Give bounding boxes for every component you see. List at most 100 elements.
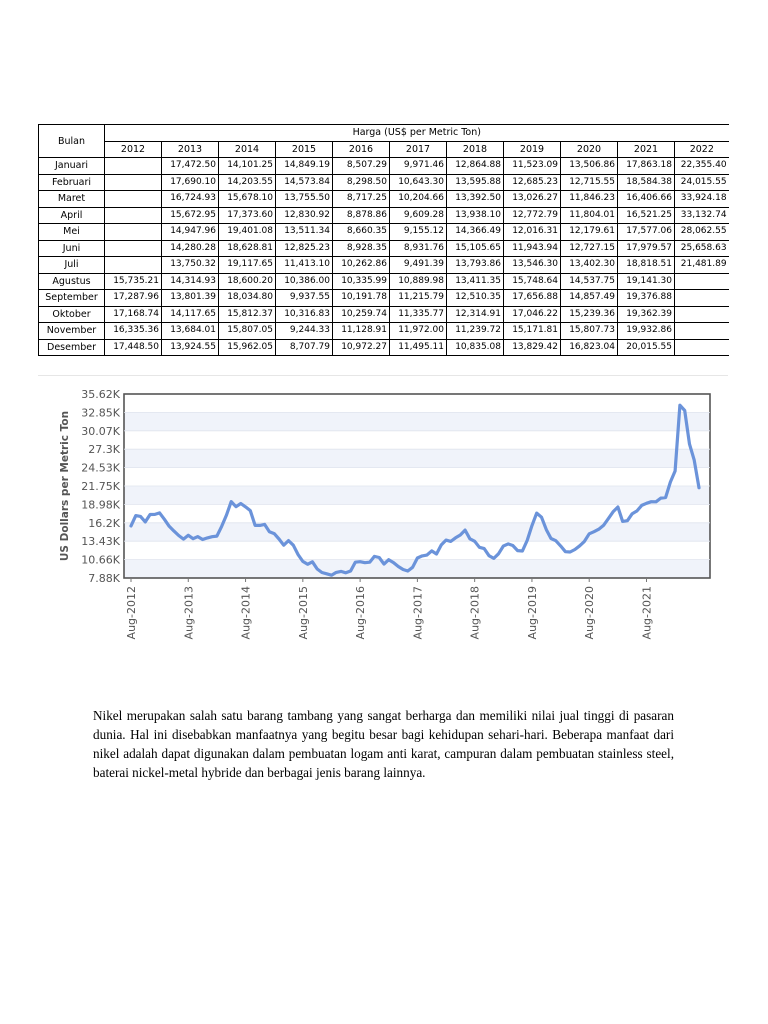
price-cell: 18,818.51 — [617, 256, 675, 274]
price-cell: 10,386.00 — [275, 272, 333, 290]
x-tick-label: Aug-2019 — [526, 586, 539, 639]
table-row: Mei 14,947.96 19,401.08 13,511.34 8,660.35 9,… — [38, 223, 729, 241]
table-row: Januari 17,472.50 14,101.25 14,849.19 8,507.… — [38, 157, 729, 175]
price-cell: 13,411.35 — [446, 272, 504, 290]
month-cell: Januari — [38, 157, 105, 175]
price-cell — [104, 223, 162, 241]
price-cell: 19,376.88 — [617, 289, 675, 307]
nickel-price-chart: 35.62K 32.85K 30.07K 27.3K 24.53K 21.75K 18.98… — [38, 375, 728, 655]
price-cell: 8,707.79 — [275, 338, 333, 356]
price-cell — [104, 190, 162, 208]
price-cell: 8,298.50 — [332, 173, 390, 191]
price-cell: 14,366.49 — [446, 223, 504, 241]
month-cell: Mei — [38, 223, 105, 241]
chart-band — [124, 522, 710, 542]
price-cell — [673, 322, 729, 340]
month-cell: Juni — [38, 239, 105, 257]
price-cell: 13,755.50 — [275, 190, 333, 208]
price-cell: 16,521.25 — [617, 206, 675, 224]
price-cell: 10,259.74 — [332, 305, 390, 323]
price-cell: 15,171.81 — [503, 322, 561, 340]
chart-band — [124, 449, 710, 468]
price-cell: 13,684.01 — [161, 322, 219, 340]
price-cell: 14,573.84 — [275, 173, 333, 191]
price-cell: 17,863.18 — [617, 157, 675, 175]
price-cell: 15,962.05 — [218, 338, 276, 356]
year-header-row: 2012 2013 2014 2015 2016 2017 2018 2019 2020 2021… — [39, 140, 729, 158]
price-cell: 15,239.36 — [560, 305, 618, 323]
price-cell: 8,660.35 — [332, 223, 390, 241]
price-cell: 13,938.10 — [446, 206, 504, 224]
price-cell: 17,656.88 — [503, 289, 561, 307]
price-cell: 13,595.88 — [446, 173, 504, 191]
price-cell — [104, 239, 162, 257]
price-cell: 9,609.28 — [389, 206, 447, 224]
price-cell: 16,823.04 — [560, 338, 618, 356]
price-cell: 9,155.12 — [389, 223, 447, 241]
price-cell: 11,846.23 — [560, 190, 618, 208]
year-header: 2018 — [446, 140, 504, 158]
month-cell: November — [38, 322, 105, 340]
price-cell: 18,628.81 — [218, 239, 276, 257]
price-cell: 25,658.63 — [673, 239, 729, 257]
month-cell: Juli — [38, 256, 105, 274]
price-cell: 12,772.79 — [503, 206, 561, 224]
price-cell: 13,750.32 — [161, 256, 219, 274]
price-cell: 10,835.08 — [446, 338, 504, 356]
year-header: 2020 — [560, 140, 618, 158]
price-cell: 16,335.36 — [104, 322, 162, 340]
price-cell: 13,402.30 — [560, 256, 618, 274]
y-tick-label: 24.53K — [81, 462, 120, 475]
price-cell: 15,678.10 — [218, 190, 276, 208]
price-cell: 11,413.10 — [275, 256, 333, 274]
price-cell: 14,849.19 — [275, 157, 333, 175]
y-tick-label: 32.85K — [81, 406, 120, 419]
year-header: 2016 — [332, 140, 390, 158]
table-row: Juni 14,280.28 18,628.81 12,825.23 8,928.35 8… — [38, 239, 729, 257]
price-cell: 14,314.93 — [161, 272, 219, 290]
price-cell: 19,117.65 — [218, 256, 276, 274]
price-cell: 33,924.18 — [673, 190, 729, 208]
chart-band — [124, 412, 710, 431]
price-cell: 10,262.86 — [332, 256, 390, 274]
table-row: Desember 17,448.50 13,924.55 15,962.05 8,707… — [38, 338, 729, 356]
price-cell: 11,943.94 — [503, 239, 561, 257]
year-header: 2019 — [503, 140, 561, 158]
price-cell: 9,937.55 — [275, 289, 333, 307]
price-cell: 28,062.55 — [673, 223, 729, 241]
price-cell: 13,392.50 — [446, 190, 504, 208]
x-tick-label: Aug-2016 — [354, 586, 367, 639]
price-cell — [104, 173, 162, 191]
price-cell: 10,643.30 — [389, 173, 447, 191]
table-row: April 15,672.95 17,373.60 12,830.92 8,878.86… — [38, 206, 729, 224]
year-header: 2017 — [389, 140, 447, 158]
price-cell: 24,015.55 — [673, 173, 729, 191]
price-cell: 17,472.50 — [161, 157, 219, 175]
price-cell: 13,546.30 — [503, 256, 561, 274]
price-cell — [104, 206, 162, 224]
price-cell: 18,600.20 — [218, 272, 276, 290]
price-cell: 12,825.23 — [275, 239, 333, 257]
price-cell: 17,046.22 — [503, 305, 561, 323]
nickel-price-table: Bulan Harga (US$ per Metric Ton) 2012 201… — [38, 124, 729, 356]
price-cell: 8,931.76 — [389, 239, 447, 257]
price-cell — [673, 305, 729, 323]
price-cell: 9,491.39 — [389, 256, 447, 274]
month-cell: Februari — [38, 173, 105, 191]
price-cell: 16,406.66 — [617, 190, 675, 208]
table-row: Maret 16,724.93 15,678.10 13,755.50 8,717.25… — [38, 190, 729, 208]
price-cell: 33,132.74 — [673, 206, 729, 224]
price-cell: 15,735.21 — [104, 272, 162, 290]
price-cell: 11,804.01 — [560, 206, 618, 224]
price-cell: 17,577.06 — [617, 223, 675, 241]
price-cell: 10,204.66 — [389, 190, 447, 208]
month-cell: Agustus — [38, 272, 105, 290]
price-cell: 13,026.27 — [503, 190, 561, 208]
price-cell: 19,362.39 — [617, 305, 675, 323]
price-cell: 14,101.25 — [218, 157, 276, 175]
month-cell: Oktober — [38, 305, 105, 323]
price-cell: 14,280.28 — [161, 239, 219, 257]
price-cell: 11,128.91 — [332, 322, 390, 340]
price-cell: 17,373.60 — [218, 206, 276, 224]
bulan-header: Bulan — [38, 124, 105, 158]
